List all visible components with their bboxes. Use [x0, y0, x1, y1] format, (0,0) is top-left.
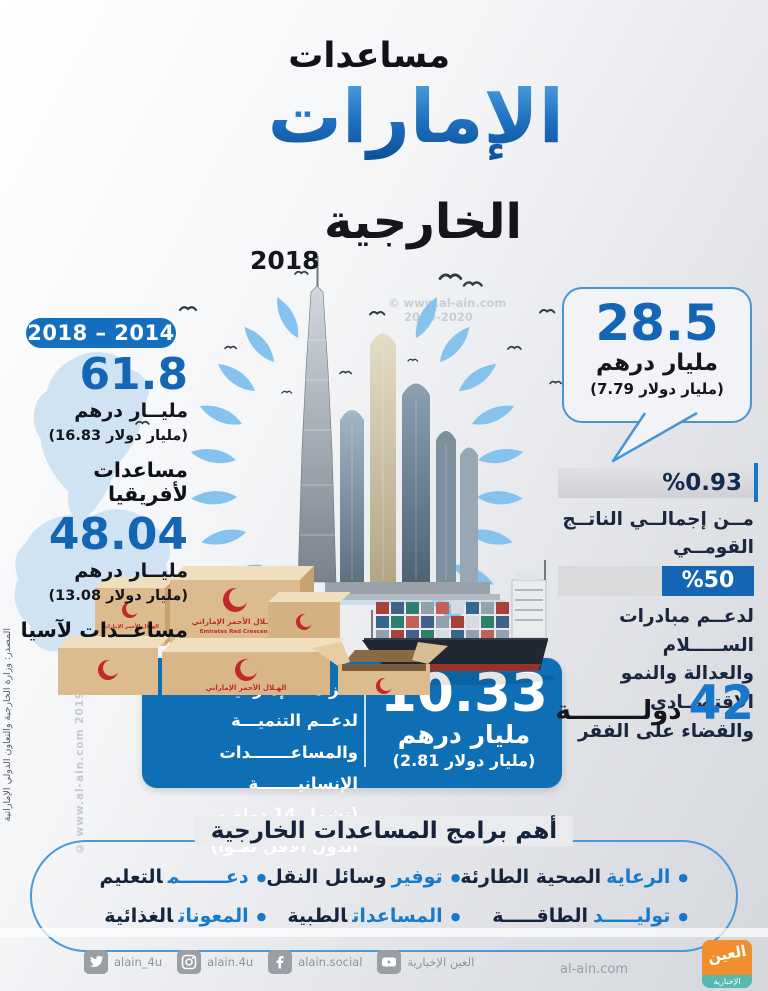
- site-url[interactable]: al-ain.com: [560, 962, 628, 977]
- instagram-handle: alain.4u: [207, 955, 254, 969]
- commitments-divider: [364, 679, 366, 767]
- birds-icon: [135, 270, 562, 425]
- asia-stat-block: 48.04 مليــار درهم (13.08 مليار دولار) م…: [6, 509, 188, 643]
- program-item-emergency-health: ●الرعايةالصحية الطارئة: [460, 866, 688, 888]
- social-link-youtube[interactable]: العين الإخبارية: [377, 950, 474, 974]
- commitments-unit: مليار درهم: [397, 719, 531, 749]
- bullet-icon: ●: [450, 910, 461, 923]
- gnp-bar-tick: [754, 463, 758, 502]
- program-item-education: ●دعـــــــمالتعليم: [99, 866, 267, 888]
- bullet-icon: ●: [678, 910, 688, 923]
- asia-unit: مليــار درهم: [74, 560, 188, 583]
- programs-panel: أهم برامج المساعدات الخارجية ●الرعايةالص…: [30, 816, 738, 952]
- alain-logo-subtext: الإخبارية: [702, 975, 752, 988]
- countries-value: 42: [688, 676, 754, 731]
- africa-map-silhouette: [33, 351, 150, 519]
- programs-title: أهم برامج المساعدات الخارجية: [194, 816, 574, 846]
- countries-stat: 42 دولــــــــة: [524, 680, 754, 727]
- countries-label: دولــــــــة: [555, 696, 682, 726]
- twitter-handle: alain_4u: [114, 955, 163, 969]
- africa-stat-block: 61.8 مليــار درهم (16.83 مليار دولار) مس…: [12, 349, 188, 507]
- program-item-food: ●المعوناتالغذائية: [104, 905, 267, 927]
- program-item-transport: ●توفيروسائل النقل: [266, 866, 461, 888]
- social-link-facebook[interactable]: alain.social: [268, 950, 362, 974]
- peace-description: لدعــم مبادرات الســـــلام والعدالة والن…: [578, 606, 754, 742]
- total-usd: (7.79 مليار دولار): [590, 379, 724, 398]
- title-word-foreign: الخارجية: [323, 194, 522, 250]
- svg-text:Emirates Red Crescent: Emirates Red Crescent: [200, 629, 271, 635]
- africa-unit: مليــار درهم: [74, 400, 188, 423]
- africa-value: 61.8: [79, 349, 188, 400]
- peace-percent-fill: %50: [661, 566, 754, 596]
- bullet-icon: ●: [450, 871, 461, 884]
- peace-percent-bar: %50: [558, 566, 754, 596]
- social-link-twitter[interactable]: alain_4u: [84, 950, 162, 974]
- title-word-emirates: الإمارات: [267, 74, 564, 160]
- programs-grid: ●الرعايةالصحية الطارئة ●توفيروسائل النقل…: [32, 842, 736, 927]
- commitments-usd: (2.81 مليار دولار): [392, 750, 536, 770]
- period-badge: 2018 – 2014: [26, 318, 176, 348]
- total-aid-bubble: 28.5 مليار درهم (7.79 مليار دولار): [562, 287, 752, 423]
- total-unit: مليار درهم: [596, 349, 718, 376]
- instagram-icon: [177, 950, 202, 974]
- source-note: المصدر: وزارة الخارجية والتعاون الدولي ا…: [2, 628, 13, 822]
- watermark-copyright: © www.al-ain.com: [388, 296, 507, 310]
- asia-label: مساعــدات لآسيا: [20, 618, 188, 643]
- svg-text:الهـلال الأحمر الإماراتي: الهـلال الأحمر الإماراتي: [192, 617, 279, 626]
- svg-text:الهـلال الأحمر الإماراتي: الهـلال الأحمر الإماراتي: [206, 683, 287, 692]
- burj-khalifa-illustration: [297, 256, 337, 583]
- total-value: 28.5: [595, 294, 719, 352]
- asia-usd: (13.08 مليار دولار): [48, 588, 188, 605]
- bubble-tail: [611, 412, 698, 463]
- alain-logo[interactable]: العين الإخبارية: [702, 940, 752, 988]
- aid-boxes-illustration: الهـلال الأحمر الإماراتي الهـلال الأحمر …: [58, 566, 448, 695]
- asia-value: 48.04: [48, 509, 188, 560]
- social-link-instagram[interactable]: alain.4u: [177, 950, 253, 974]
- bullet-icon: ●: [256, 871, 267, 884]
- social-links: alain_4u alain.4u alain.social العين الإ…: [84, 950, 474, 974]
- title-word-aids: مساعدات: [288, 36, 450, 76]
- facebook-handle: alain.social: [298, 955, 363, 969]
- bullet-icon: ●: [256, 910, 267, 923]
- title-year: 2018: [250, 246, 320, 275]
- alain-logo-text: العين: [706, 941, 748, 967]
- gnp-percent-bar: %0.93: [558, 468, 754, 498]
- facebook-icon: [268, 950, 293, 974]
- city-aid-illustration: الهـلال الأحمر الإماراتي الهـلال الأحمر …: [58, 256, 562, 695]
- svg-text:الهـلال الأحمر الإماراتي: الهـلال الأحمر الإماراتي: [101, 623, 159, 630]
- cargo-ship-illustration: [362, 560, 548, 671]
- bullet-icon: ●: [678, 871, 688, 884]
- program-item-energy: ●توليـــــدالطاقـــــة: [492, 905, 688, 927]
- youtube-icon: [377, 950, 402, 974]
- program-item-medical: ●المساعداتالطبية: [287, 905, 461, 927]
- africa-usd: (16.83 مليار دولار): [48, 428, 188, 445]
- footer-divider: [0, 928, 768, 937]
- youtube-handle: العين الإخبارية: [407, 955, 475, 969]
- africa-label: مساعدات لأفريقيا: [93, 458, 188, 507]
- twitter-icon: [84, 950, 108, 974]
